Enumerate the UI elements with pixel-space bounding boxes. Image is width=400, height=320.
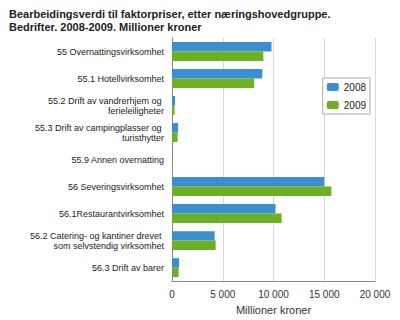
svg-text:ferieleiligheter: ferieleiligheter [108,106,164,116]
svg-text:55.3 Drift av campingplasser o: 55.3 Drift av campingplasser og [35,123,164,133]
svg-text:turisthytter: turisthytter [122,133,164,143]
svg-text:55.9 Annen overnatting: 55.9 Annen overnatting [71,155,164,165]
svg-text:55 Overnattingsvirksomhet: 55 Overnattingsvirksomhet [57,47,165,57]
svg-text:56.2 Catering- og kantiner dre: 56.2 Catering- og kantiner drevet [30,231,164,241]
svg-text:56 Severingsvirksomhet: 56 Severingsvirksomhet [68,182,165,192]
svg-text:Millioner kroner: Millioner kroner [236,304,312,316]
svg-text:56.1Restaurantvirksomhet: 56.1Restaurantvirksomhet [59,209,165,219]
svg-text:Bedrifter. 2008-2009. Millione: Bedrifter. 2008-2009. Millioner kroner [9,21,202,33]
svg-text:2009: 2009 [344,100,367,111]
svg-text:56.3 Drift av barer: 56.3 Drift av barer [92,263,164,273]
svg-text:2008: 2008 [344,82,367,93]
svg-text:10 000: 10 000 [258,289,289,300]
svg-text:15 000: 15 000 [309,289,340,300]
svg-text:55.1 Hotellvirksomhet: 55.1 Hotellvirksomhet [77,74,164,84]
svg-text:55.2 Drift av vandrerhjem og: 55.2 Drift av vandrerhjem og [48,96,164,106]
svg-text:20 000: 20 000 [360,289,391,300]
svg-text:som selvstendig virksomhet: som selvstendig virksomhet [53,241,164,251]
svg-text:Bearbeidingsverdi til faktorpr: Bearbeidingsverdi til faktorpriser, ette… [9,8,334,20]
svg-text:5 000: 5 000 [210,289,235,300]
svg-text:0: 0 [169,289,175,300]
